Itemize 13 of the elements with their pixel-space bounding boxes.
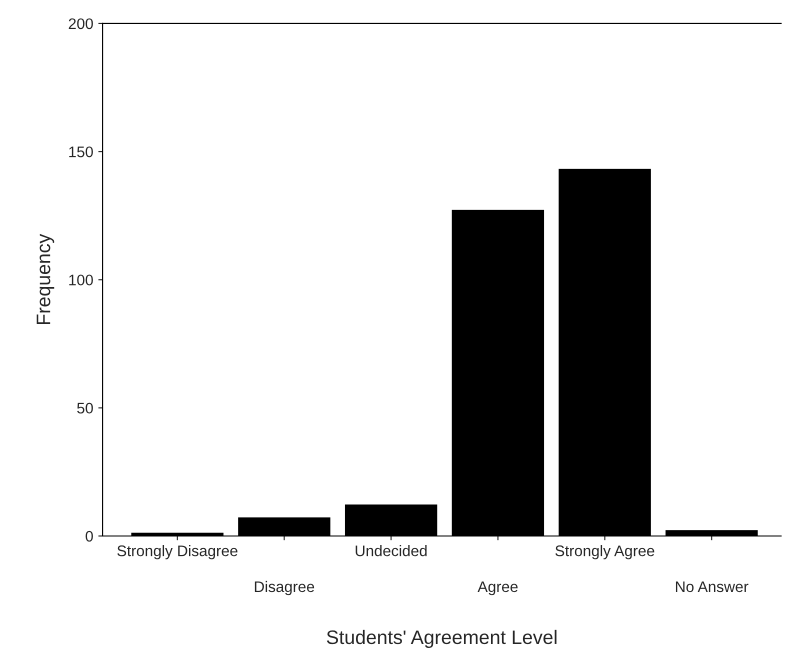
y-tick-label: 150	[69, 146, 93, 158]
x-tick-label: No Answer	[676, 581, 748, 592]
y-tick-label: 0	[86, 530, 93, 542]
x-tick-label: Agree	[478, 581, 518, 596]
y-tick-label: 200	[68, 18, 93, 30]
y-tick-label: 50	[77, 402, 93, 414]
x-tick-label: Strongly Disagree	[117, 545, 238, 560]
x-tick-label: Disagree	[254, 580, 314, 596]
y-axis-title: Frequency	[36, 234, 54, 324]
x-tick-label: Undecided	[356, 545, 427, 556]
y-tick-label: 100	[69, 274, 93, 286]
x-tick-label: Strongly Agree	[555, 545, 654, 560]
x-axis-title: Students' Agreement Level	[326, 630, 556, 648]
